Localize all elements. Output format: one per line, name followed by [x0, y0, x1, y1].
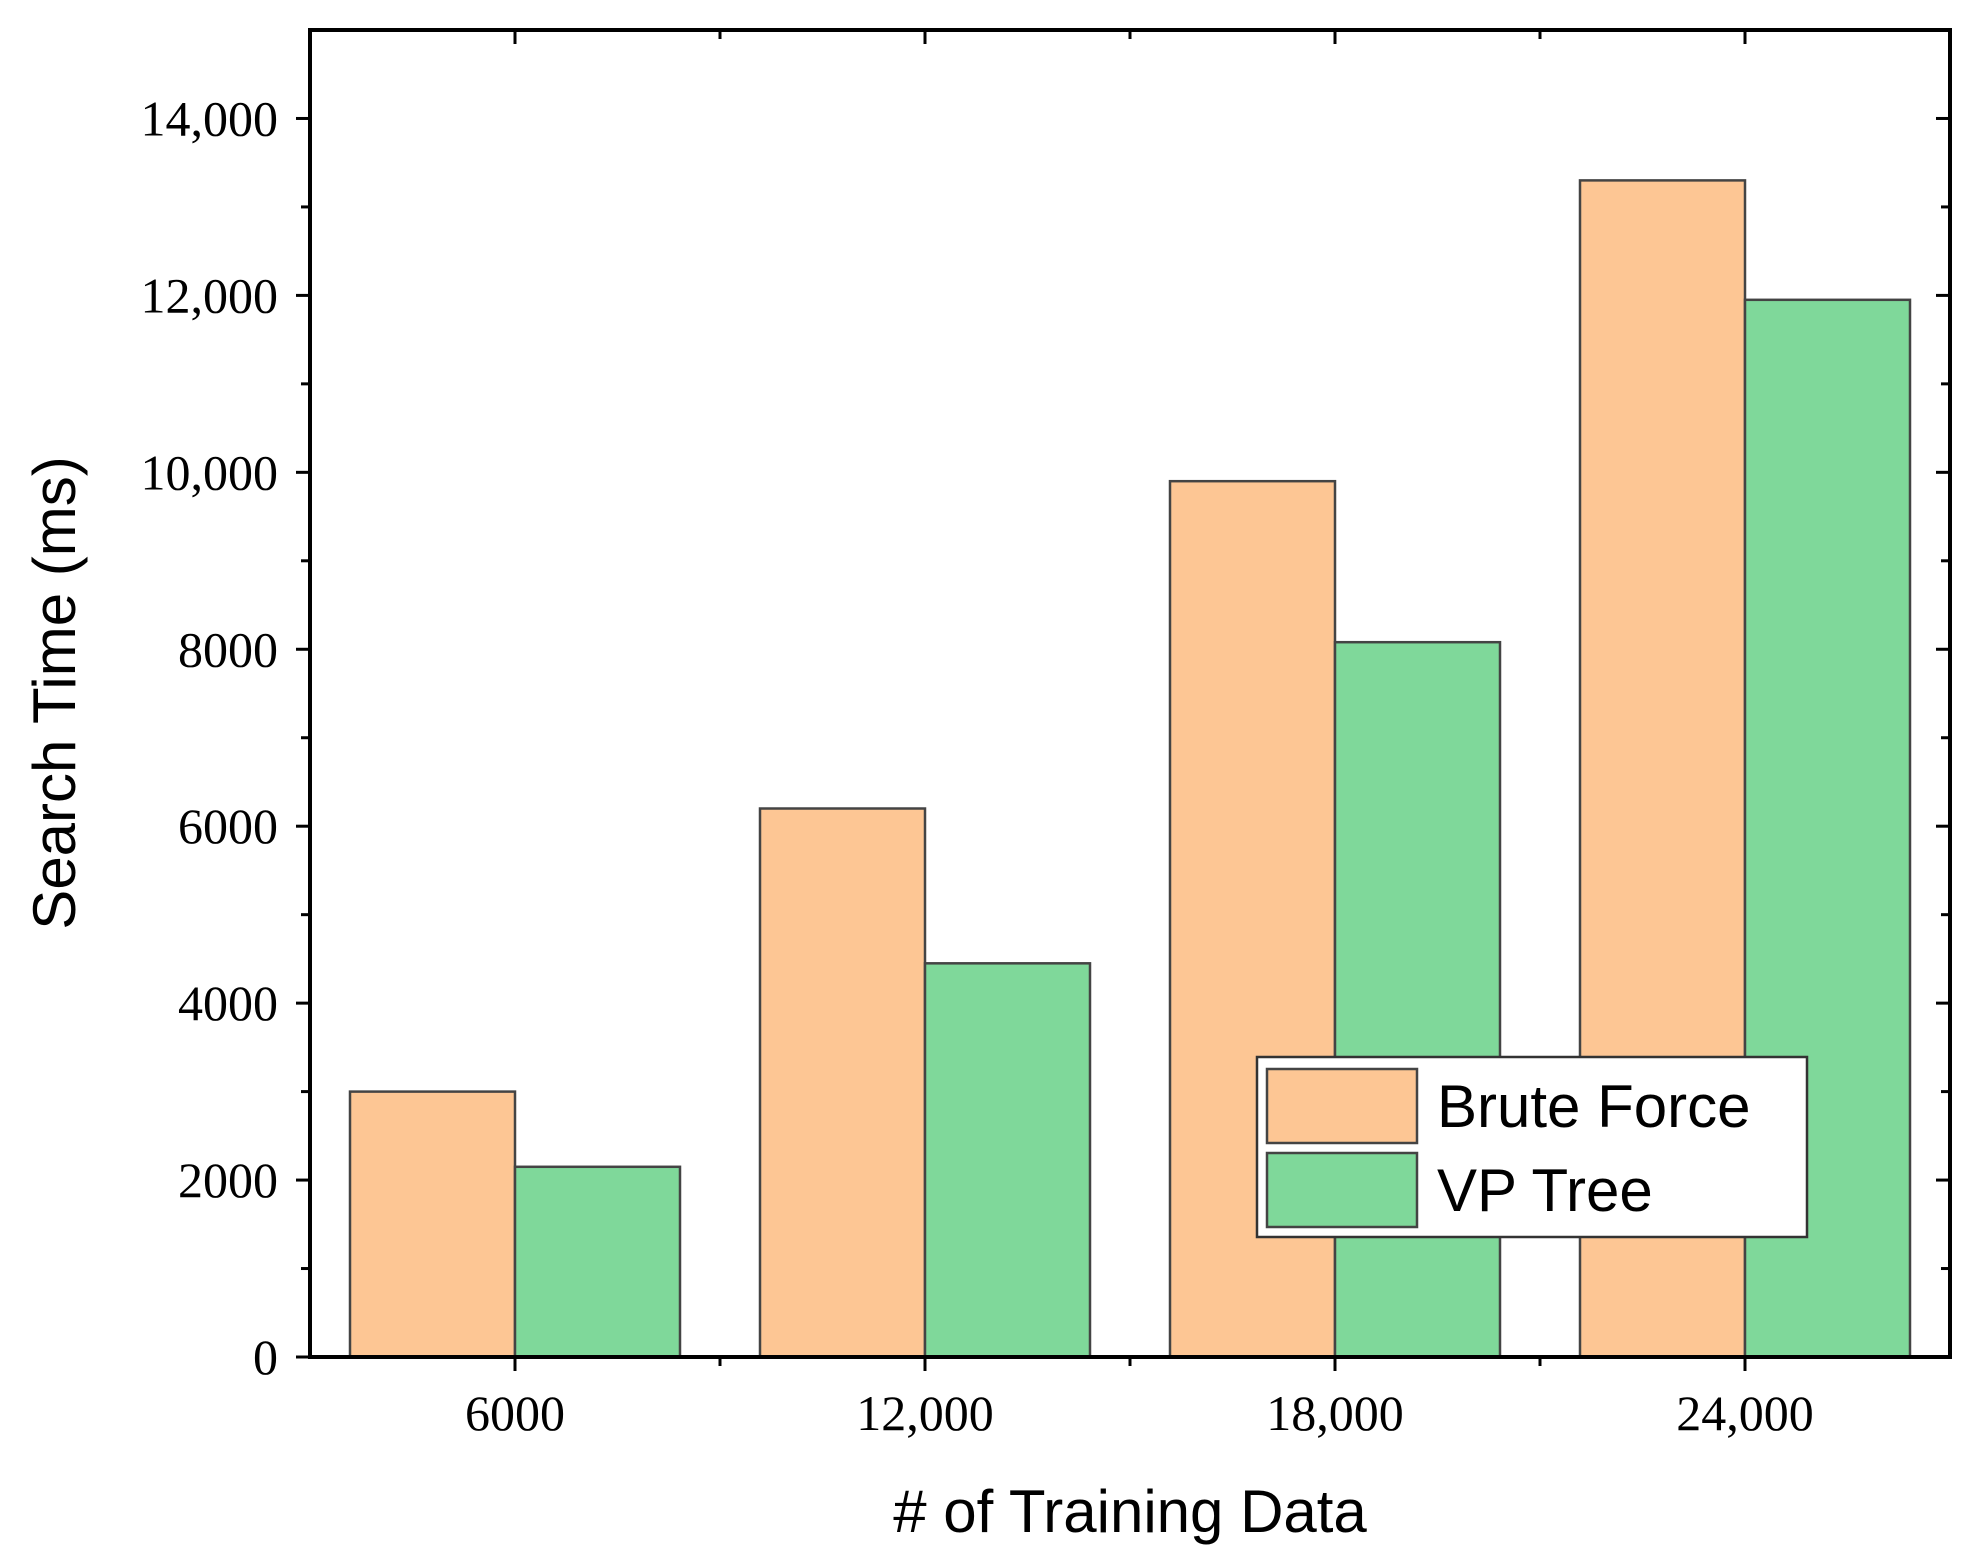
- y-tick-label: 0: [253, 1329, 278, 1385]
- x-tick-label: 6000: [465, 1385, 565, 1441]
- bar-vp-tree-2[interactable]: [1333, 640, 1502, 1359]
- legend-swatch-brute-force: [1265, 1067, 1419, 1145]
- y-tick-label: 10,000: [141, 444, 279, 500]
- bar-vp-tree-0[interactable]: [513, 1165, 682, 1359]
- legend-label-vp-tree: VP Tree: [1437, 1157, 1653, 1224]
- y-tick-label: 6000: [178, 798, 278, 854]
- y-tick-label: 14,000: [141, 90, 279, 146]
- bar-vp-tree-1[interactable]: [923, 962, 1092, 1359]
- bar-brute-force-0[interactable]: [348, 1090, 517, 1359]
- x-tick-label: 12,000: [856, 1385, 994, 1441]
- x-tick-label: 24,000: [1676, 1385, 1814, 1441]
- y-tick-label: 4000: [178, 975, 278, 1031]
- legend-label-brute-force: Brute Force: [1437, 1073, 1750, 1140]
- x-tick-label: 18,000: [1266, 1385, 1404, 1441]
- bar-brute-force-1[interactable]: [758, 807, 927, 1359]
- legend[interactable]: Brute Force VP Tree: [1255, 1055, 1809, 1239]
- ticks-layer: [296, 30, 1950, 1371]
- y-tick-label: 2000: [178, 1152, 278, 1208]
- x-axis-title: # of Training Data: [893, 1478, 1367, 1545]
- labels-layer: 6000 12,000 18,000 24,000 0 2000 4000 6000 8000 1…: [141, 90, 1814, 1441]
- y-tick-label: 8000: [178, 621, 278, 677]
- y-axis-title: Search Time (ms): [21, 456, 88, 929]
- y-tick-label: 12,000: [141, 267, 279, 323]
- legend-swatch-vp-tree: [1265, 1151, 1419, 1229]
